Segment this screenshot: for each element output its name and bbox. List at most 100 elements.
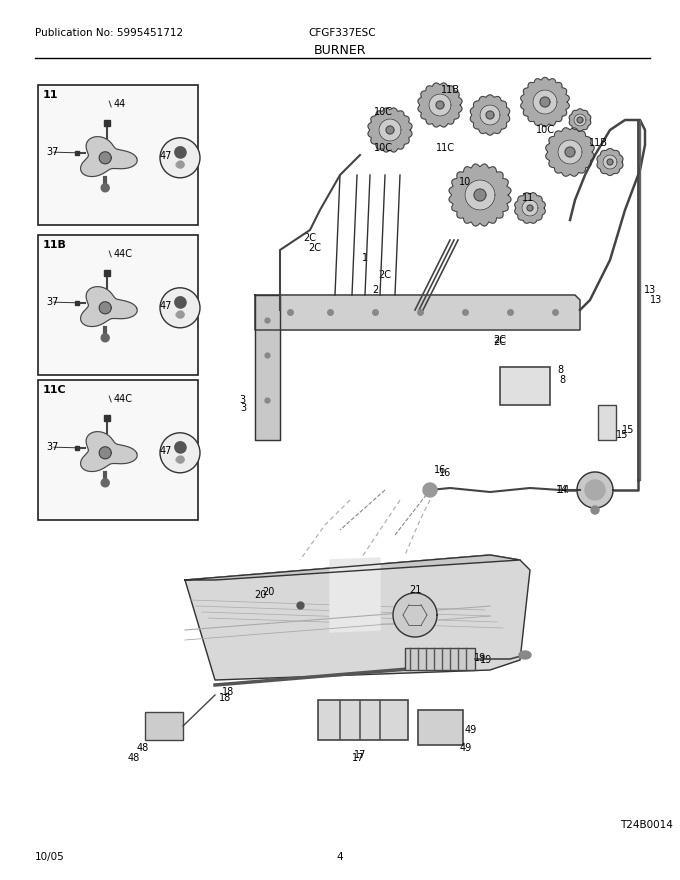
Text: 8: 8 — [559, 375, 565, 385]
Text: 11B: 11B — [588, 138, 607, 148]
Text: 2C: 2C — [494, 335, 507, 345]
Text: 14: 14 — [556, 485, 568, 495]
Polygon shape — [176, 162, 184, 168]
Text: 47: 47 — [160, 446, 172, 456]
Text: 15: 15 — [616, 430, 628, 440]
Text: 11C: 11C — [435, 143, 454, 153]
Polygon shape — [474, 189, 486, 201]
Text: 37: 37 — [46, 297, 58, 307]
Polygon shape — [99, 152, 112, 164]
Polygon shape — [101, 479, 109, 487]
Text: 49: 49 — [460, 743, 472, 753]
Polygon shape — [423, 483, 437, 497]
Text: 48: 48 — [137, 743, 149, 753]
Polygon shape — [185, 555, 520, 580]
Polygon shape — [175, 297, 185, 307]
Text: 21: 21 — [409, 610, 421, 620]
Polygon shape — [176, 312, 184, 318]
Polygon shape — [585, 480, 605, 500]
Text: 8: 8 — [557, 365, 563, 375]
Polygon shape — [379, 119, 401, 141]
Circle shape — [160, 433, 200, 473]
Text: 11C: 11C — [43, 385, 67, 395]
Text: 17: 17 — [352, 753, 364, 763]
Text: 20: 20 — [262, 587, 274, 597]
Text: 3: 3 — [240, 403, 246, 413]
Polygon shape — [176, 457, 184, 463]
Polygon shape — [515, 193, 545, 224]
Polygon shape — [591, 506, 599, 514]
Polygon shape — [175, 147, 185, 157]
Circle shape — [160, 288, 200, 327]
Polygon shape — [81, 287, 137, 326]
Polygon shape — [393, 593, 437, 637]
Polygon shape — [175, 442, 185, 451]
Text: 10C: 10C — [536, 125, 554, 135]
Polygon shape — [603, 155, 617, 169]
Text: 2: 2 — [372, 285, 378, 295]
Text: 37: 37 — [46, 442, 58, 452]
Text: 11: 11 — [43, 90, 58, 100]
Text: 10C: 10C — [373, 143, 392, 153]
Polygon shape — [255, 295, 280, 440]
Text: 19: 19 — [480, 655, 492, 665]
Bar — [418, 710, 463, 745]
Polygon shape — [429, 94, 451, 116]
Polygon shape — [99, 447, 112, 458]
Polygon shape — [471, 95, 510, 136]
Text: 4: 4 — [337, 852, 343, 862]
Text: 13: 13 — [650, 295, 662, 305]
Text: 10C: 10C — [373, 107, 392, 117]
Polygon shape — [418, 83, 462, 127]
Polygon shape — [540, 97, 550, 107]
Polygon shape — [368, 108, 412, 152]
Text: 10: 10 — [459, 177, 471, 187]
Text: 49: 49 — [465, 725, 477, 735]
Bar — [500, 367, 550, 405]
Text: 37: 37 — [46, 147, 58, 158]
Text: 3: 3 — [239, 395, 245, 405]
Text: 11B: 11B — [441, 85, 460, 95]
Polygon shape — [255, 295, 580, 330]
Text: 21: 21 — [409, 585, 421, 595]
Text: 14: 14 — [558, 485, 570, 495]
Bar — [598, 405, 616, 440]
Polygon shape — [101, 334, 109, 341]
Polygon shape — [597, 149, 623, 175]
Polygon shape — [330, 558, 380, 632]
Text: 2C: 2C — [494, 337, 507, 347]
Polygon shape — [101, 184, 109, 192]
Bar — [405, 648, 475, 670]
Text: 2C: 2C — [309, 243, 322, 253]
Text: 18: 18 — [219, 693, 231, 703]
Polygon shape — [81, 136, 137, 177]
Text: 47: 47 — [160, 301, 172, 311]
Text: 47: 47 — [160, 150, 172, 161]
Text: T24B0014: T24B0014 — [620, 820, 673, 830]
Text: 11B: 11B — [43, 240, 67, 250]
Circle shape — [160, 138, 200, 178]
Polygon shape — [607, 159, 613, 165]
Polygon shape — [449, 164, 511, 226]
Text: 1: 1 — [362, 253, 368, 263]
Polygon shape — [465, 180, 495, 210]
Text: 16: 16 — [434, 465, 446, 475]
Polygon shape — [533, 90, 557, 114]
Bar — [145, 712, 183, 740]
Text: 2C: 2C — [379, 270, 392, 280]
Text: 17: 17 — [354, 750, 367, 760]
Text: 2C: 2C — [303, 233, 316, 243]
Polygon shape — [185, 555, 530, 680]
Polygon shape — [577, 117, 583, 123]
Text: 11: 11 — [522, 193, 534, 203]
Text: 44C: 44C — [113, 249, 132, 259]
Polygon shape — [519, 651, 531, 659]
Bar — [318, 700, 408, 740]
Text: 44: 44 — [113, 99, 125, 109]
Text: 20: 20 — [254, 590, 266, 600]
Text: 16: 16 — [439, 468, 451, 478]
Text: 13: 13 — [644, 285, 656, 295]
Polygon shape — [436, 101, 444, 109]
Text: 44C: 44C — [113, 394, 132, 404]
Polygon shape — [486, 111, 494, 119]
